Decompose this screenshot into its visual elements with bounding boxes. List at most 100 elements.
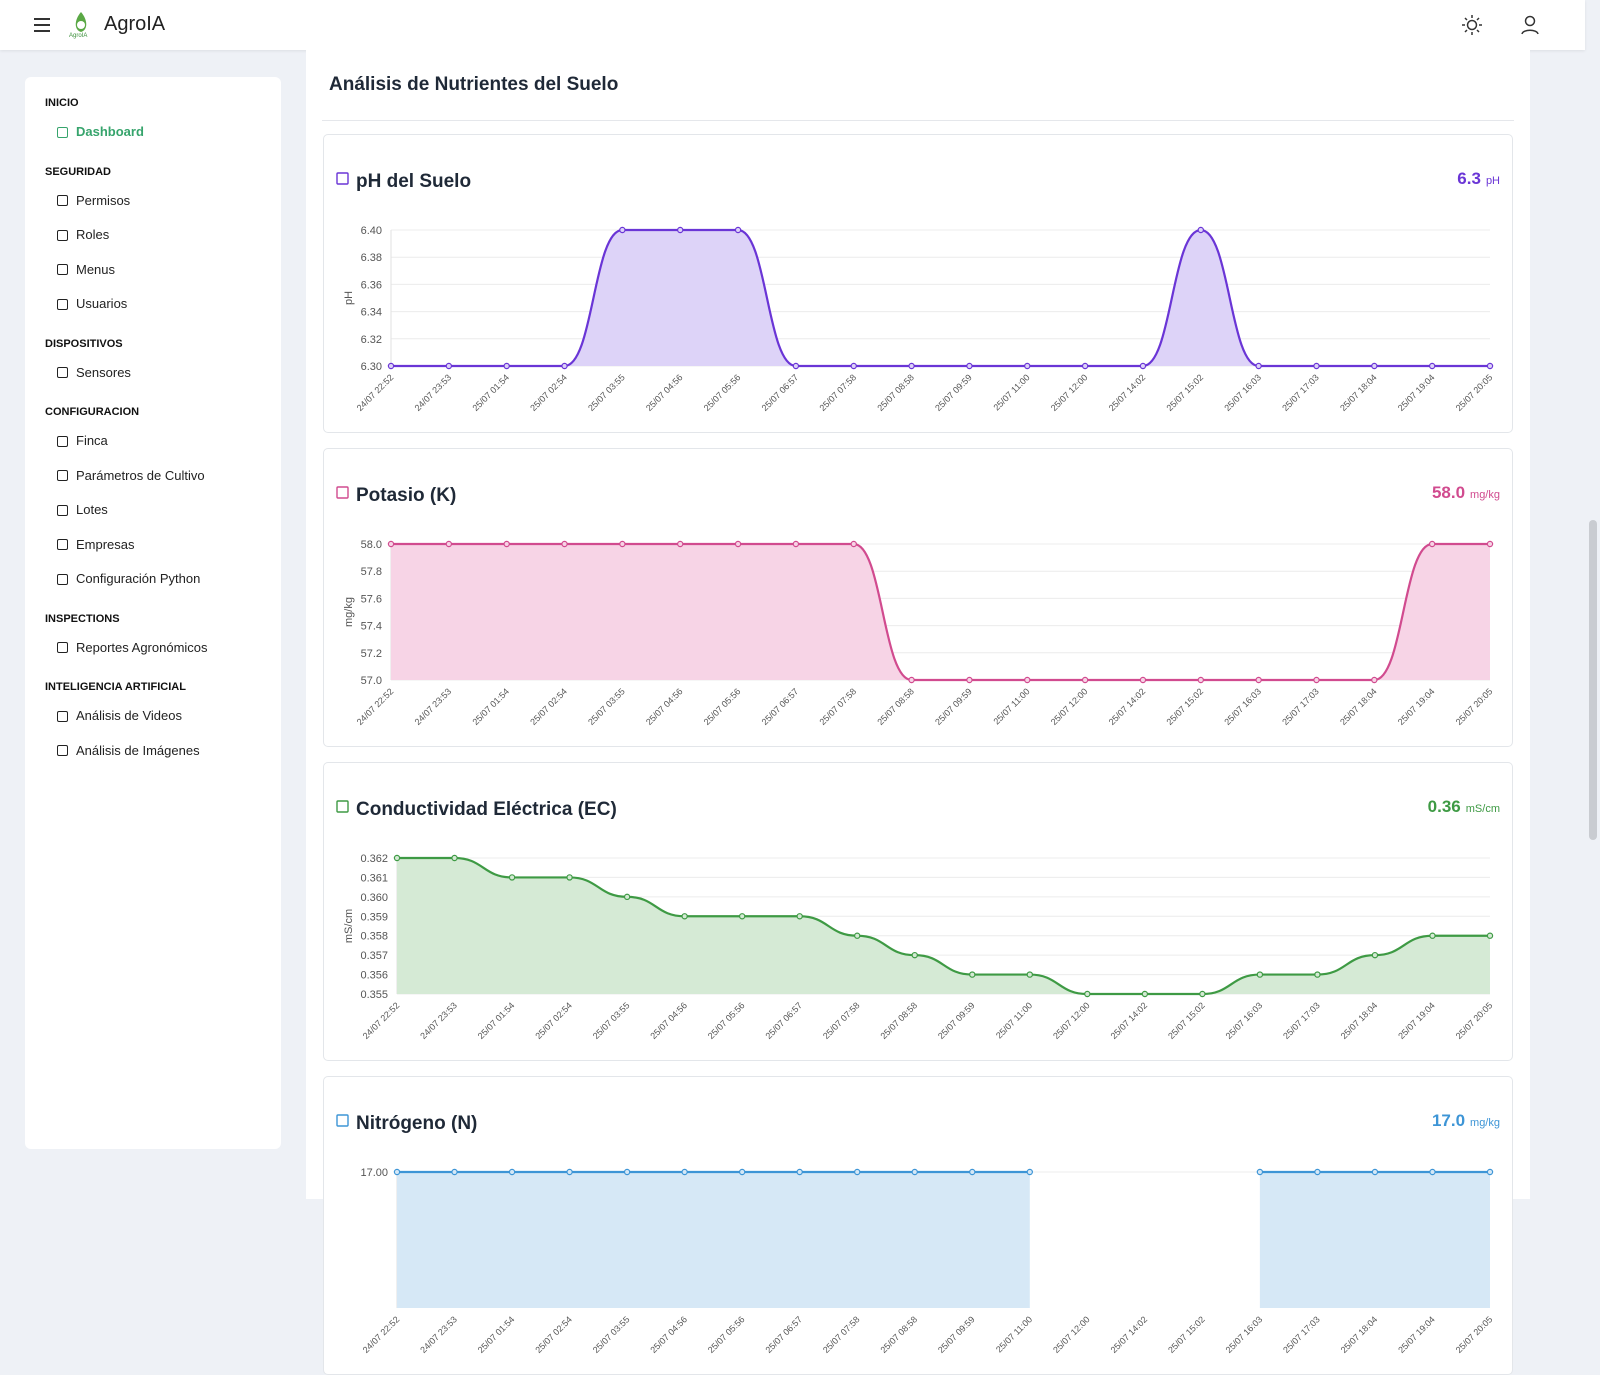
x-tick-label: 25/07 20:05 [1454,372,1495,413]
nav-item[interactable]: Dashboard [25,115,281,150]
y-tick-label: 0.356 [360,970,388,982]
point [1197,676,1204,684]
x-tick-label: 25/07 14:02 [1109,1314,1150,1355]
scrollbar[interactable] [1589,520,1597,840]
current-value: 58.0 mg/kg [1432,483,1500,502]
point [1313,362,1320,370]
nav-item[interactable]: Menus [25,253,281,288]
x-tick-label: 25/07 19:04 [1396,686,1437,727]
x-tick-label: 25/07 06:57 [763,1314,804,1355]
x-tick-label: 25/07 08:58 [875,686,916,727]
x-tick-label: 25/07 11:00 [994,1000,1034,1040]
y-tick-label: 0.358 [360,931,388,943]
nav-item[interactable]: Análisis de Imágenes [25,734,281,769]
x-tick-label: 25/07 18:04 [1338,372,1379,413]
y-tick-label: 57.2 [361,648,382,660]
theme-toggle[interactable] [1461,14,1483,36]
section-title: SEGURIDAD [45,165,112,178]
section-title: CONFIGURACION [45,406,140,418]
point [796,913,803,920]
nav-item[interactable]: Permisos [25,184,281,219]
x-tick-label: 25/07 14:02 [1107,372,1148,413]
x-tick-label: 25/07 07:58 [817,686,858,727]
x-tick-label: 25/07 19:04 [1396,372,1437,413]
point [1084,990,1091,998]
nav-item[interactable]: Parámetros de Cultivo [25,459,281,494]
nav-icon [57,298,68,310]
point [908,676,915,684]
x-tick-label: 24/07 23:53 [418,1000,459,1041]
chart-icon [336,172,349,185]
point [1314,1168,1321,1176]
x-tick-label: 25/07 06:57 [760,686,801,727]
chart-title: Nitrógeno (N) [356,1113,477,1134]
nav-item[interactable]: Reportes Agronómicos [25,631,281,666]
nav-label: Dashboard [76,124,144,139]
nav-item[interactable]: Análisis de Videos [25,699,281,734]
point [1256,1168,1264,1176]
x-tick-label: 25/07 08:58 [878,1314,919,1355]
point [1141,990,1149,998]
value-unit: mS/cm [1466,803,1500,815]
point [1429,1168,1436,1176]
nav-item[interactable]: Sensores [25,356,281,391]
y-axis-label: mS/cm [343,909,355,943]
nav-label: Sensores [76,364,131,380]
point [387,540,395,548]
chart: Potasio (K) 58.0 mg/kg 57.0 57.2 57.4 57.6 57.8… [336,483,1500,727]
point [1314,971,1321,978]
y-tick-label: 6.34 [361,307,382,319]
point [445,540,453,548]
area [391,230,1490,366]
value-number: 0.36 [1428,797,1461,816]
x-tick-label: 25/07 06:57 [760,372,801,413]
point [911,1168,918,1176]
y-tick-label: 57.8 [361,566,382,578]
nav-label: Configuración Python [76,571,201,586]
point [792,540,800,548]
x-tick-label: 25/07 01:54 [470,372,511,413]
x-tick-label: 25/07 17:03 [1281,1000,1322,1041]
sidebar: INICIO Dashboard SEGURIDAD Permisos Roles Men… [25,77,281,1149]
y-tick-label: 0.359 [360,911,388,923]
logo [75,12,87,32]
nav-icon [57,642,68,654]
x-tick-label: 25/07 08:58 [878,1000,919,1041]
nav-label: Finca [76,433,108,448]
point [508,874,516,881]
point [619,226,626,234]
y-tick-label: 0.357 [360,950,388,962]
nav-item[interactable]: Empresas [25,528,281,563]
point [623,893,631,901]
x-tick-label: 25/07 09:59 [936,1000,977,1041]
user-button[interactable] [1519,14,1541,36]
y-tick-label: 6.40 [361,225,382,237]
nav-icon [57,229,68,241]
point [850,362,857,370]
x-tick-label: 24/07 22:52 [361,1000,402,1041]
nav-label: Usuarios [76,296,128,311]
point [1371,1168,1379,1176]
menu-button[interactable] [32,15,52,35]
point [561,540,568,548]
nav-label: Reportes Agronómicos [76,639,208,655]
x-tick-label: 24/07 22:52 [355,372,396,413]
value-number: 6.3 [1457,169,1481,188]
current-value: 6.3 pH [1457,169,1500,188]
nav-item[interactable]: Lotes [25,493,281,528]
nav-item[interactable]: Finca [25,424,281,459]
point [623,1168,631,1176]
nav-item[interactable]: Configuración Python [25,562,281,597]
x-tick-label: 25/07 09:59 [933,372,974,413]
section-title: INSPECTIONS [45,612,120,625]
nav-label: Permisos [76,192,131,208]
nav-item[interactable]: Usuarios [25,287,281,322]
chart-title: pH del Suelo [356,171,471,192]
point [796,1168,803,1176]
nav-item[interactable]: Roles [25,218,281,253]
point [911,951,918,959]
nav-label: Roles [76,227,110,242]
nav-icon [57,573,68,585]
point [738,913,746,920]
point [1428,362,1436,370]
